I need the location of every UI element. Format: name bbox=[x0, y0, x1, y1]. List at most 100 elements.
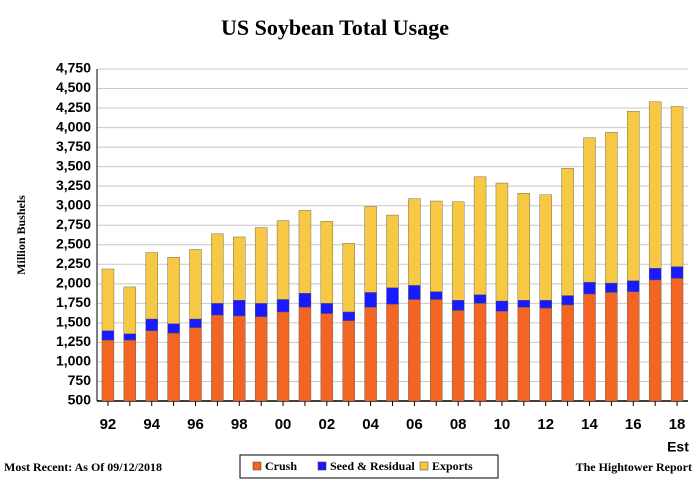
bar-segment bbox=[167, 257, 180, 324]
x-tick-label: 00 bbox=[275, 416, 292, 433]
bar-segment bbox=[539, 194, 552, 301]
bar-segment bbox=[101, 268, 115, 331]
x-tick-label: 06 bbox=[406, 416, 423, 433]
bar-segment bbox=[211, 233, 224, 304]
bar-segment bbox=[670, 266, 684, 279]
bar-segment bbox=[495, 300, 509, 312]
bar-segment bbox=[189, 249, 202, 320]
bar-segment bbox=[189, 318, 202, 328]
bar-segment bbox=[233, 236, 246, 301]
bar-segment bbox=[517, 307, 531, 402]
bar-segment bbox=[605, 282, 618, 293]
y-tick-label: 3,500 bbox=[56, 157, 91, 173]
bar-segment bbox=[495, 182, 509, 302]
bar-segment bbox=[670, 278, 684, 402]
annotation: Est bbox=[667, 439, 689, 455]
x-tick-label: 12 bbox=[537, 416, 554, 433]
bar-segment bbox=[495, 310, 509, 402]
footnote: Most Recent: As Of 09/12/2018 bbox=[4, 460, 162, 474]
bar-segment bbox=[473, 294, 487, 304]
y-tick-label: 2,250 bbox=[56, 255, 91, 271]
bar-segment bbox=[648, 101, 662, 269]
bar-segment bbox=[386, 287, 399, 305]
x-tick-label: 18 bbox=[669, 416, 686, 433]
bar-segment bbox=[123, 339, 137, 402]
bar-segment bbox=[430, 200, 443, 292]
bar-segment bbox=[648, 279, 662, 402]
bar-segment bbox=[473, 303, 487, 402]
bar-segment bbox=[364, 292, 377, 308]
bar-segment bbox=[254, 316, 268, 402]
y-tick-label: 4,750 bbox=[56, 60, 91, 76]
bar-segment bbox=[605, 292, 618, 402]
bar-segment bbox=[254, 227, 268, 304]
bar-segment bbox=[517, 300, 531, 308]
bar-segment bbox=[561, 304, 574, 402]
bar-segment bbox=[627, 280, 640, 292]
y-tick-label: 3,000 bbox=[56, 196, 91, 212]
bar-segment bbox=[451, 300, 465, 311]
y-tick-label: 1,500 bbox=[56, 314, 91, 330]
y-tick-label: 750 bbox=[68, 372, 92, 388]
y-tick-label: 1,250 bbox=[56, 333, 91, 349]
bar-segment bbox=[167, 332, 180, 402]
y-tick-label: 2,000 bbox=[56, 275, 91, 291]
bar-segment bbox=[561, 168, 574, 296]
bar-segment bbox=[430, 299, 443, 402]
bar-segment bbox=[254, 303, 268, 317]
bar-segment bbox=[276, 299, 290, 313]
bar-segment bbox=[627, 291, 640, 402]
bar-segment bbox=[561, 295, 574, 306]
y-tick-label: 4,500 bbox=[56, 79, 91, 95]
y-tick-label: 500 bbox=[68, 392, 92, 408]
bar-segment bbox=[276, 220, 290, 300]
x-tick-label: 16 bbox=[625, 416, 642, 433]
bar-segment bbox=[145, 330, 158, 402]
bar-segment bbox=[364, 206, 377, 293]
x-tick-label: 98 bbox=[231, 416, 248, 433]
bar-segment bbox=[320, 221, 334, 304]
x-tick-label: 94 bbox=[143, 416, 160, 433]
y-tick-label: 2,750 bbox=[56, 216, 91, 232]
legend-box bbox=[239, 454, 499, 479]
y-axis-label: Million Bushels bbox=[14, 195, 28, 275]
legend-swatch bbox=[252, 461, 262, 471]
y-tick-label: 4,250 bbox=[56, 99, 91, 115]
bar-segment bbox=[320, 303, 334, 314]
y-tick-label: 3,750 bbox=[56, 138, 91, 154]
bar-segment bbox=[276, 311, 290, 402]
bar-segment bbox=[386, 303, 399, 402]
bar-segment bbox=[101, 330, 115, 341]
bar-segment bbox=[342, 243, 355, 313]
bar-segment bbox=[211, 314, 224, 402]
bar-segment bbox=[233, 315, 246, 402]
y-tick-label: 2,500 bbox=[56, 235, 91, 251]
bar-segment bbox=[145, 252, 158, 320]
chart-title: US Soybean Total Usage bbox=[221, 15, 449, 40]
source: The Hightower Report bbox=[576, 460, 692, 474]
bar-segment bbox=[430, 291, 443, 300]
bar-segment bbox=[539, 300, 552, 309]
bar-segment bbox=[167, 323, 180, 334]
legend-label: Seed & Residual bbox=[330, 459, 415, 473]
bar-segment bbox=[145, 318, 158, 331]
bar-segment bbox=[189, 327, 202, 402]
y-tick-label: 1,000 bbox=[56, 353, 91, 369]
bar-segment bbox=[298, 307, 312, 402]
bar-segment bbox=[670, 106, 684, 267]
bar-segment bbox=[123, 333, 137, 341]
x-tick-label: 10 bbox=[494, 416, 511, 433]
bar-segment bbox=[342, 320, 355, 402]
bar-segment bbox=[583, 137, 596, 283]
bar-segment bbox=[320, 313, 334, 402]
legend-swatch bbox=[419, 461, 429, 471]
bar-segment bbox=[386, 214, 399, 288]
bar-segment bbox=[364, 307, 377, 402]
x-tick-label: 92 bbox=[100, 416, 117, 433]
bar-segment bbox=[211, 303, 224, 316]
bar-segment bbox=[298, 210, 312, 294]
bar-segment bbox=[342, 311, 355, 321]
bar-segment bbox=[473, 176, 487, 295]
x-tick-label: 02 bbox=[318, 416, 335, 433]
